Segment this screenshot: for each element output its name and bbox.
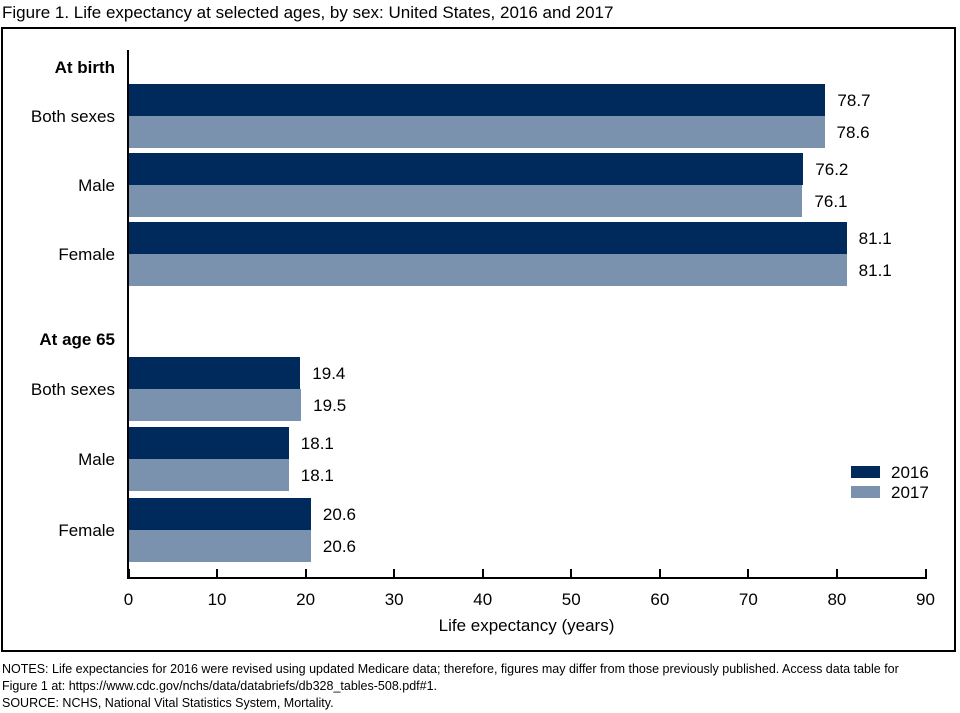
legend-swatch-2017 <box>851 486 880 498</box>
category-label: Male <box>78 175 115 195</box>
bar-value-label: 18.1 <box>300 433 334 453</box>
bar-value-label: 19.5 <box>313 395 347 415</box>
bar-2016 <box>128 84 826 116</box>
x-axis-tick <box>216 569 219 577</box>
bar-value-label: 76.2 <box>815 159 849 179</box>
x-axis-tick-label: 40 <box>473 590 493 609</box>
bar-value-label: 81.1 <box>858 228 892 248</box>
x-axis-tick-label: 90 <box>916 590 935 609</box>
bar-2016 <box>128 357 301 389</box>
x-axis-tick-label: 50 <box>561 590 581 609</box>
x-axis-tick-label: 80 <box>827 590 847 609</box>
x-axis-tick <box>481 569 484 577</box>
bar-2017 <box>128 530 311 562</box>
y-axis-line <box>127 50 129 579</box>
bar-value-label: 78.6 <box>836 122 870 142</box>
legend-swatch-2016 <box>851 466 880 478</box>
bar-2017 <box>128 185 803 217</box>
x-axis-tick <box>304 569 307 577</box>
notes-line-1: NOTES: Life expectancies for 2016 were r… <box>2 662 899 676</box>
category-label: Female <box>58 244 115 264</box>
bar-value-label: 76.1 <box>814 191 848 211</box>
bar-2017 <box>128 459 289 491</box>
x-axis-line <box>127 577 927 579</box>
notes-line-3: SOURCE: NCHS, National Vital Statistics … <box>2 696 334 710</box>
legend-label-2017: 2017 <box>891 483 929 502</box>
bar-value-label: 20.6 <box>322 504 357 524</box>
bar-value-label: 20.6 <box>322 536 357 556</box>
legend-label-2016: 2016 <box>891 463 929 482</box>
group-header: At age 65 <box>39 330 115 349</box>
notes-line-2: Figure 1 at: https://www.cdc.gov/nchs/da… <box>2 679 437 693</box>
footnotes: NOTES: Life expectancies for 2016 were r… <box>2 661 958 712</box>
bar-value-label: 81.1 <box>858 260 892 280</box>
bar-value-label: 78.7 <box>837 90 871 110</box>
bar-2016 <box>128 498 311 530</box>
category-label: Both sexes <box>30 106 115 126</box>
x-axis-tick-label: 10 <box>207 590 227 609</box>
bar-value-label: 19.4 <box>312 363 346 383</box>
bar-2016 <box>128 222 847 254</box>
bar-2017 <box>128 116 825 148</box>
x-axis-title: Life expectancy (years) <box>438 616 615 635</box>
x-axis-tick <box>747 569 750 577</box>
bar-value-label: 18.1 <box>300 465 334 485</box>
x-axis-tick-label: 60 <box>650 590 670 609</box>
figure-title: Figure 1. Life expectancy at selected ag… <box>2 3 614 22</box>
x-axis-tick-label: 0 <box>123 590 134 609</box>
x-axis-tick <box>924 569 927 577</box>
group-header: At birth <box>54 58 115 77</box>
bar-2016 <box>128 153 804 185</box>
bar-2017 <box>128 254 847 286</box>
bar-2017 <box>128 389 302 421</box>
bar-2016 <box>128 427 289 459</box>
chart-border-frame <box>1 27 956 652</box>
x-axis-tick-label: 20 <box>296 590 316 609</box>
category-label: Male <box>78 449 115 469</box>
x-axis-tick-label: 30 <box>384 590 404 609</box>
x-axis-tick <box>570 569 573 577</box>
x-axis-tick-label: 70 <box>738 590 758 609</box>
category-label: Female <box>58 520 115 540</box>
category-label: Both sexes <box>30 379 115 399</box>
x-axis-tick <box>658 569 661 577</box>
x-axis-tick <box>393 569 396 577</box>
x-axis-tick <box>835 569 838 577</box>
